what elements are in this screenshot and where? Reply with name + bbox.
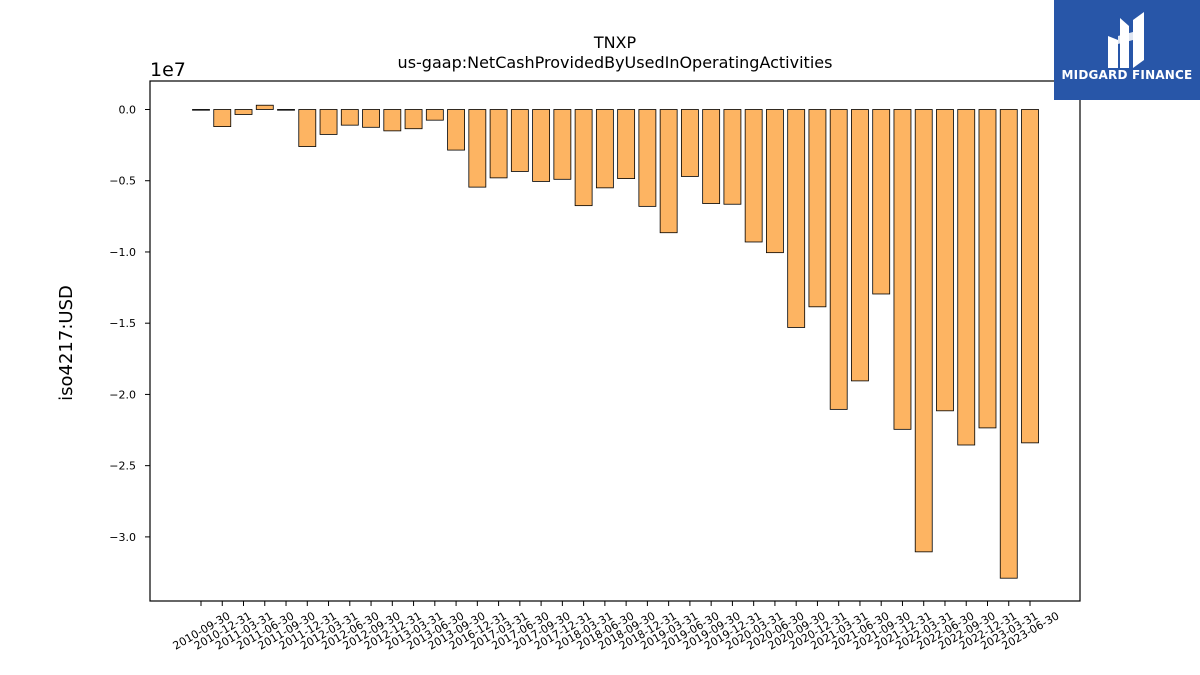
- bar-2020-06-30: [766, 109, 784, 254]
- bar-2017-03-31: [489, 109, 508, 179]
- chart-subtitle: us-gaap:NetCashProvidedByUsedInOperating…: [398, 53, 833, 72]
- bar-2019-06-30: [680, 109, 699, 177]
- midgard-finance-logo: MIDGARD FINANCE: [1054, 0, 1200, 100]
- bar-2011-09-30: [277, 109, 295, 111]
- y-tick-label: −1.0: [109, 246, 136, 259]
- bar-2022-06-30: [936, 109, 954, 412]
- bar-2021-09-30: [872, 109, 891, 295]
- bar-2023-03-31: [999, 109, 1018, 579]
- y-tick-label: −2.5: [109, 460, 136, 473]
- y-offset-label: 1e7: [150, 59, 186, 81]
- bar-2018-12-31: [638, 109, 657, 207]
- bar-2022-03-31: [914, 109, 933, 553]
- y-tick-label: −2.0: [109, 388, 136, 401]
- bar-2017-09-30: [532, 109, 551, 182]
- bar-2013-06-30: [425, 109, 444, 121]
- chart-title: TNXP: [593, 33, 637, 52]
- bar-2020-12-31: [808, 109, 827, 308]
- bar-2019-03-31: [659, 109, 678, 234]
- y-tick-label: −0.5: [109, 175, 136, 188]
- y-ticks-group: 0.0 −0.5 −1.0 −1.5 −2.0 −2.5 −3.0: [109, 103, 150, 544]
- bar-2022-09-30: [957, 109, 976, 446]
- bar-2021-12-31: [893, 109, 912, 430]
- bar-2020-03-31: [744, 109, 763, 243]
- bar-2023-06-30: [1021, 109, 1039, 444]
- bar-2022-12-31: [978, 109, 997, 429]
- bar-2012-03-31: [319, 109, 338, 135]
- bars-group: [192, 104, 1039, 579]
- plot-frame: [149, 80, 1081, 602]
- m-logo-icon: [1108, 12, 1144, 68]
- bar-2021-03-31: [829, 109, 848, 410]
- bar-2010-09-30: [192, 109, 210, 111]
- bar-2010-12-31: [213, 109, 232, 127]
- x-ticks-group: 2010-09-302010-12-312011-03-312011-06-30…: [171, 601, 1062, 653]
- bar-2017-06-30: [510, 109, 529, 172]
- y-axis-label: iso4217:USD: [56, 285, 77, 401]
- bar-2012-06-30: [340, 109, 359, 126]
- bar-2018-06-30: [595, 109, 614, 189]
- bar-2020-09-30: [787, 109, 806, 328]
- y-tick-label: 0.0: [119, 103, 137, 116]
- bar-2013-09-30: [447, 109, 465, 151]
- bar-2013-03-31: [404, 109, 423, 130]
- bar-2016-12-31: [468, 109, 487, 188]
- bar-2017-12-31: [553, 109, 572, 180]
- bar-2021-06-30: [851, 109, 869, 382]
- bar-2011-12-31: [298, 109, 317, 147]
- logo-text: MIDGARD FINANCE: [1061, 68, 1193, 82]
- bar-2011-06-30: [255, 104, 274, 110]
- bar-2011-03-31: [234, 109, 253, 115]
- bar-2019-12-31: [723, 109, 742, 205]
- bar-2018-03-31: [574, 109, 593, 207]
- bar-2012-09-30: [362, 109, 380, 128]
- bar-2018-09-30: [617, 109, 636, 179]
- y-tick-label: −1.5: [109, 317, 136, 330]
- bar-2012-12-31: [383, 109, 402, 132]
- y-tick-label: −3.0: [109, 531, 136, 544]
- bar-2019-09-30: [702, 109, 721, 204]
